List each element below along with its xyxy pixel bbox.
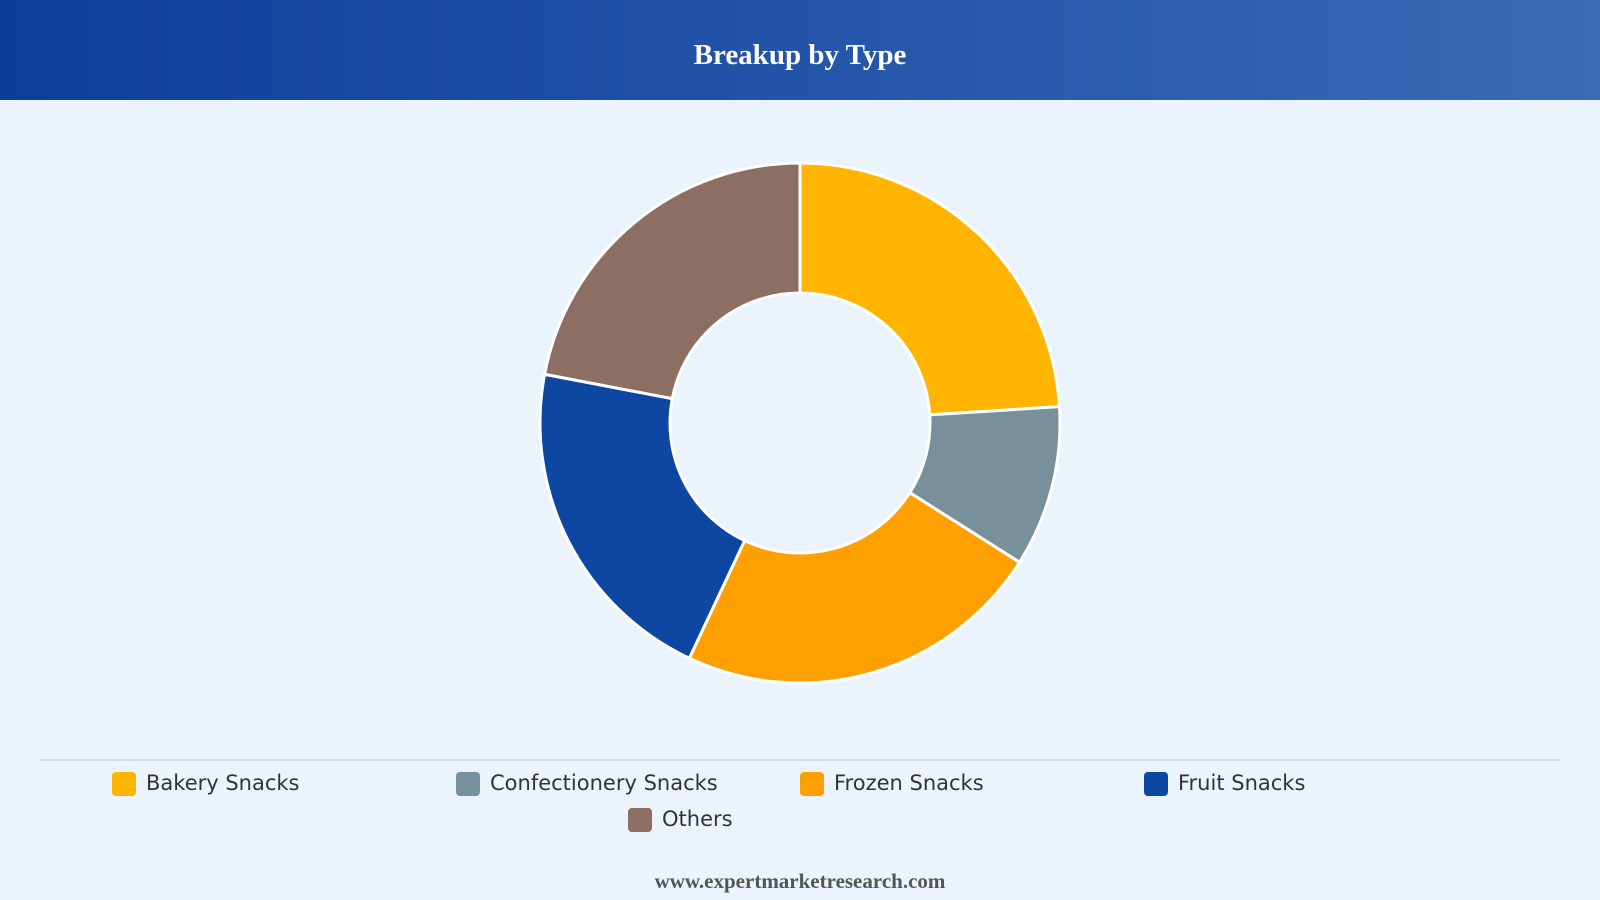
legend-swatch	[628, 808, 652, 832]
legend-swatch	[800, 772, 824, 796]
donut-slice	[538, 372, 747, 661]
legend-swatch	[112, 772, 136, 796]
legend-label: Confectionery Snacks	[490, 771, 718, 795]
legend-label: Bakery Snacks	[146, 771, 300, 795]
chart-title: Breakup by Type	[694, 39, 907, 71]
header	[0, 0, 1600, 100]
legend-label: Fruit Snacks	[1178, 771, 1305, 795]
legend-label: Others	[662, 807, 733, 831]
footer: www.expertmarketresearch.com	[655, 869, 946, 893]
legend-label: Frozen Snacks	[834, 771, 984, 795]
donut-slice	[542, 161, 802, 401]
legend-swatch	[1144, 772, 1168, 796]
donut-slice	[687, 490, 1022, 685]
donut-slice	[798, 161, 1062, 417]
legend-swatch	[456, 772, 480, 796]
